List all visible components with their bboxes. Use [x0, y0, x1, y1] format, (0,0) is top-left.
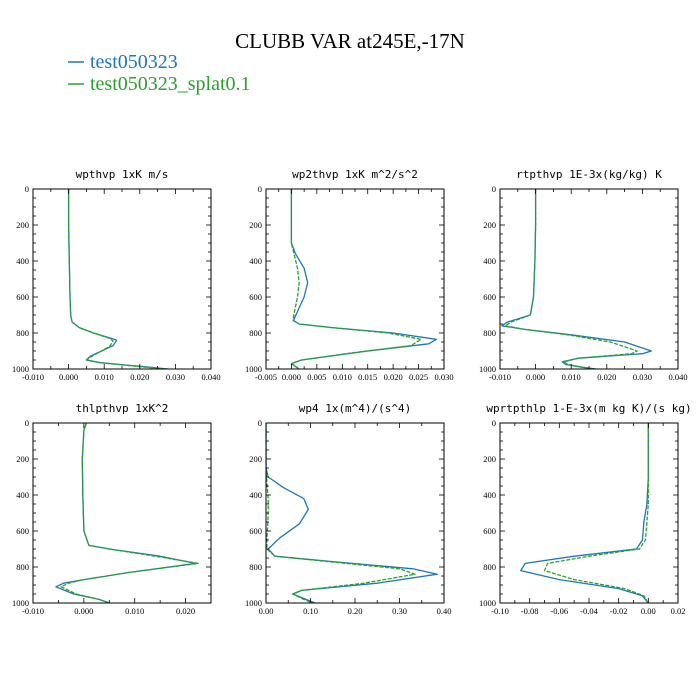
- x-tick-label: -0.010: [489, 372, 511, 382]
- panel-2: wp2thvp 1xK m^2/s^2 -0.005 0.000 0.005 0.010…: [245, 168, 454, 382]
- x-tick-label: 0.000: [59, 372, 78, 382]
- x-tick-label: -0.08: [521, 606, 539, 616]
- y-tick-label: 400: [249, 490, 262, 500]
- series-line-test050323: [290, 189, 438, 369]
- x-tick-label: 0.10: [303, 606, 318, 616]
- series-line-splat: [67, 189, 165, 369]
- y-tick-label: 1000: [479, 598, 496, 608]
- y-tick-label: 200: [16, 454, 29, 464]
- series-line-test050323: [266, 423, 438, 603]
- x-tick-label: 0.00: [259, 606, 274, 616]
- panel-title: wprtpthlp 1-E-3x(m kg K)/(s kg): [486, 402, 691, 415]
- y-tick-label: 600: [16, 526, 29, 536]
- y-tick-label: 200: [483, 220, 496, 230]
- x-tick-label: -0.010: [22, 606, 44, 616]
- x-tick-label: 0.040: [201, 372, 220, 382]
- y-tick-label: 1000: [245, 364, 262, 374]
- x-tick-label: 0.010: [562, 372, 581, 382]
- y-tick-label: 800: [249, 328, 262, 338]
- legend-label-test050323: test050323: [90, 51, 178, 73]
- x-tick-label: 0.020: [597, 372, 616, 382]
- y-tick-label: 200: [16, 220, 29, 230]
- y-tick-label: 1000: [479, 364, 496, 374]
- x-tick-label: -0.02: [610, 606, 628, 616]
- y-tick-label: 600: [249, 292, 262, 302]
- y-tick-label: 800: [16, 328, 29, 338]
- x-tick-label: 0.020: [176, 606, 195, 616]
- y-tick-label: 800: [249, 562, 262, 572]
- y-tick-label: 0: [25, 418, 29, 428]
- panel-5: wp4 1x(m^4)/(s^4) 0.00 0.10 0.20 0.30 0.40 0 20…: [245, 402, 451, 616]
- x-tick-label: -0.04: [580, 606, 598, 616]
- y-tick-label: 400: [16, 490, 29, 500]
- figure-title: CLUBB VAR at245E,-17N: [235, 29, 465, 53]
- y-tick-label: 600: [16, 292, 29, 302]
- panel-title: wpthvp 1xK m/s: [76, 168, 169, 181]
- y-tick-label: 400: [483, 256, 496, 266]
- x-tick-label: 0.02: [671, 606, 686, 616]
- y-tick-label: 400: [483, 490, 496, 500]
- y-tick-label: 600: [249, 526, 262, 536]
- series-line-splat: [504, 189, 638, 369]
- x-tick-label: 0.000: [282, 372, 301, 382]
- panel-title: wp2thvp 1xK m^2/s^2: [292, 168, 418, 181]
- x-tick-label: -0.10: [491, 606, 509, 616]
- y-tick-label: 0: [258, 184, 262, 194]
- y-tick-label: 0: [492, 418, 496, 428]
- x-tick-label: 0.20: [348, 606, 363, 616]
- y-tick-label: 1000: [12, 598, 29, 608]
- series-line-splat: [60, 423, 199, 603]
- panel-title: thlpthvp 1xK^2: [76, 402, 169, 415]
- y-tick-label: 1000: [245, 598, 262, 608]
- y-tick-label: 0: [25, 184, 29, 194]
- y-tick-label: 800: [483, 562, 496, 572]
- x-tick-label: 0.30: [392, 606, 407, 616]
- y-tick-label: 800: [483, 328, 496, 338]
- series-line-splat: [290, 189, 422, 369]
- series-line-test050323: [520, 423, 649, 603]
- y-tick-label: 800: [16, 562, 29, 572]
- x-tick-label: 0.00: [641, 606, 656, 616]
- panel-3: rtpthvp 1E-3x(kg/kg) K -0.010 0.000 0.010 0.…: [479, 168, 688, 382]
- x-tick-label: 0.025: [409, 372, 428, 382]
- x-tick-label: 0.40: [437, 606, 452, 616]
- y-tick-label: 200: [249, 220, 262, 230]
- x-tick-label: 0.010: [95, 372, 114, 382]
- x-tick-label: 0.020: [130, 372, 149, 382]
- y-tick-label: 400: [16, 256, 29, 266]
- x-tick-label: 0.010: [333, 372, 352, 382]
- y-tick-label: 0: [492, 184, 496, 194]
- x-tick-label: 0.010: [125, 606, 144, 616]
- y-tick-label: 200: [483, 454, 496, 464]
- x-tick-label: 0.000: [526, 372, 545, 382]
- x-tick-label: 0.030: [633, 372, 652, 382]
- x-tick-label: 0.005: [307, 372, 326, 382]
- x-tick-label: 0.000: [74, 606, 93, 616]
- x-tick-label: 0.040: [668, 372, 687, 382]
- y-tick-label: 400: [249, 256, 262, 266]
- x-tick-label: 0.030: [166, 372, 185, 382]
- x-tick-label: 0.030: [434, 372, 453, 382]
- x-tick-label: 0.015: [358, 372, 377, 382]
- panels: wpthvp 1xK m/s-0.010 0.000 0.010 0.020 0.030…: [12, 168, 692, 616]
- y-tick-label: 600: [483, 526, 496, 536]
- y-tick-label: 200: [249, 454, 262, 464]
- series-line-test050323: [55, 423, 197, 603]
- y-tick-label: 600: [483, 292, 496, 302]
- panel-4: thlpthvp 1xK^2 -0.010 0.000 0.010 0.020 0 200 4…: [12, 402, 212, 616]
- x-tick-label: 0.020: [384, 372, 403, 382]
- series-line-splat: [543, 423, 649, 603]
- panel-title: wp4 1x(m^4)/(s^4): [299, 402, 412, 415]
- x-tick-label: -0.010: [22, 372, 44, 382]
- panel-6: wprtpthlp 1-E-3x(m kg K)/(s kg) -0.10 -0.0…: [479, 402, 692, 616]
- x-tick-label: -0.06: [550, 606, 568, 616]
- panel-1: wpthvp 1xK m/s -0.010 0.000 0.010 0.020 0.030…: [12, 168, 221, 382]
- y-tick-label: 0: [258, 418, 262, 428]
- y-tick-label: 1000: [12, 364, 29, 374]
- legend: test050323 test050323_splat0.1: [68, 51, 251, 95]
- panel-title: rtpthvp 1E-3x(kg/kg) K: [516, 168, 662, 181]
- x-tick-label: -0.005: [255, 372, 277, 382]
- legend-label-splat: test050323_splat0.1: [90, 73, 251, 95]
